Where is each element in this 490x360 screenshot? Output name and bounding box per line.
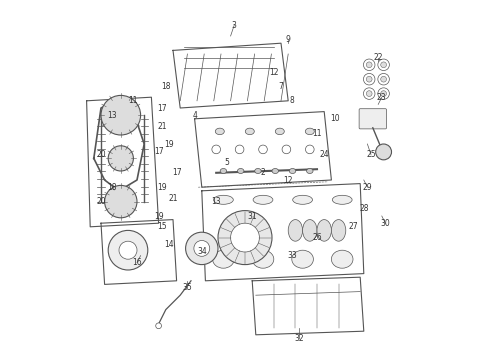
Text: 18: 18 <box>161 82 171 91</box>
Text: 16: 16 <box>132 258 142 267</box>
Text: 10: 10 <box>330 114 340 123</box>
Text: 27: 27 <box>348 222 358 231</box>
Text: 21: 21 <box>168 194 178 202</box>
Ellipse shape <box>253 195 273 204</box>
Ellipse shape <box>213 250 234 268</box>
Text: 30: 30 <box>381 219 390 228</box>
Text: 25: 25 <box>366 150 376 159</box>
Text: 28: 28 <box>359 204 368 213</box>
Circle shape <box>364 88 375 99</box>
Text: 17: 17 <box>172 168 181 177</box>
Circle shape <box>367 76 372 82</box>
Circle shape <box>367 91 372 96</box>
Circle shape <box>376 144 392 160</box>
Ellipse shape <box>215 128 224 135</box>
Circle shape <box>194 240 210 256</box>
Circle shape <box>218 211 272 265</box>
Text: 21: 21 <box>157 122 167 131</box>
Text: 22: 22 <box>373 53 383 62</box>
Text: 12: 12 <box>283 176 293 185</box>
Circle shape <box>231 223 259 252</box>
Text: 11: 11 <box>129 96 138 105</box>
Circle shape <box>381 91 387 96</box>
Ellipse shape <box>331 220 346 241</box>
Text: 24: 24 <box>319 150 329 159</box>
Text: 13: 13 <box>211 197 221 206</box>
Ellipse shape <box>255 168 261 174</box>
Ellipse shape <box>317 220 331 241</box>
Text: 19: 19 <box>154 212 163 220</box>
Ellipse shape <box>252 250 274 268</box>
FancyBboxPatch shape <box>359 109 387 129</box>
Circle shape <box>378 73 390 85</box>
Circle shape <box>378 88 390 99</box>
Ellipse shape <box>272 168 278 174</box>
Circle shape <box>381 62 387 68</box>
Text: 2: 2 <box>261 168 266 177</box>
Ellipse shape <box>331 250 353 268</box>
Text: 4: 4 <box>192 111 197 120</box>
Circle shape <box>186 232 218 265</box>
Text: 3: 3 <box>232 21 237 30</box>
Text: 17: 17 <box>157 104 167 113</box>
Circle shape <box>119 241 137 259</box>
Circle shape <box>212 145 220 154</box>
Text: 5: 5 <box>224 158 229 166</box>
Text: 18: 18 <box>107 183 117 192</box>
Text: 31: 31 <box>247 212 257 220</box>
Ellipse shape <box>238 168 244 174</box>
Ellipse shape <box>293 195 313 204</box>
Text: 23: 23 <box>377 93 387 102</box>
Ellipse shape <box>307 168 313 174</box>
Circle shape <box>305 145 314 154</box>
Text: 20: 20 <box>96 197 106 206</box>
Circle shape <box>104 185 137 218</box>
Circle shape <box>364 59 375 71</box>
Text: 19: 19 <box>157 183 167 192</box>
Circle shape <box>364 73 375 85</box>
Circle shape <box>108 230 148 270</box>
Ellipse shape <box>245 128 254 135</box>
Ellipse shape <box>292 250 314 268</box>
Ellipse shape <box>220 168 227 174</box>
Circle shape <box>282 145 291 154</box>
Text: 15: 15 <box>157 222 167 231</box>
Text: 33: 33 <box>287 251 296 260</box>
Ellipse shape <box>289 168 296 174</box>
Circle shape <box>381 76 387 82</box>
Text: 26: 26 <box>312 233 322 242</box>
Circle shape <box>367 62 372 68</box>
Text: 8: 8 <box>290 96 294 105</box>
Circle shape <box>108 146 133 171</box>
Text: 34: 34 <box>197 248 207 256</box>
Text: 12: 12 <box>269 68 278 77</box>
Text: 17: 17 <box>154 147 163 156</box>
Text: 13: 13 <box>107 111 117 120</box>
Text: 20: 20 <box>96 150 106 159</box>
Circle shape <box>156 323 162 329</box>
Text: 9: 9 <box>286 35 291 44</box>
Text: 11: 11 <box>312 129 322 138</box>
Circle shape <box>259 145 268 154</box>
Circle shape <box>378 59 390 71</box>
Ellipse shape <box>288 220 303 241</box>
Text: 32: 32 <box>294 334 304 343</box>
Text: 35: 35 <box>183 284 192 292</box>
Circle shape <box>235 145 244 154</box>
Ellipse shape <box>275 128 284 135</box>
Text: 7: 7 <box>278 82 283 91</box>
Circle shape <box>101 95 141 135</box>
Text: 14: 14 <box>165 240 174 249</box>
Text: 29: 29 <box>363 183 372 192</box>
Ellipse shape <box>214 195 233 204</box>
Ellipse shape <box>332 195 352 204</box>
Ellipse shape <box>303 220 317 241</box>
Text: 19: 19 <box>165 140 174 149</box>
Ellipse shape <box>305 128 314 135</box>
